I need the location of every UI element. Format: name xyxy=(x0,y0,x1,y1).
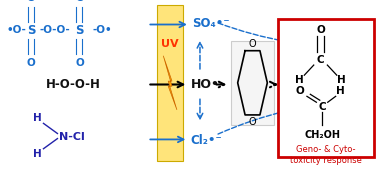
Text: C: C xyxy=(317,55,324,65)
Text: •O-: •O- xyxy=(7,25,27,35)
Bar xyxy=(231,41,274,125)
Bar xyxy=(157,5,183,161)
Text: H-O-O-H: H-O-O-H xyxy=(46,78,101,91)
Text: N-Cl: N-Cl xyxy=(59,132,84,142)
Bar xyxy=(278,19,374,157)
Text: O: O xyxy=(75,0,84,3)
Polygon shape xyxy=(163,56,177,110)
Text: CH₂OH: CH₂OH xyxy=(304,130,340,140)
Text: S: S xyxy=(27,24,36,37)
Text: UV: UV xyxy=(161,39,179,49)
Text: H: H xyxy=(33,149,42,159)
Text: O: O xyxy=(27,0,36,3)
Text: O: O xyxy=(75,57,84,68)
Text: O: O xyxy=(27,57,36,68)
Text: Geno- & Cyto-: Geno- & Cyto- xyxy=(296,145,356,154)
Text: H: H xyxy=(337,75,346,85)
Text: H: H xyxy=(33,113,42,123)
Text: Cl₂•⁻: Cl₂•⁻ xyxy=(191,134,222,147)
Text: S: S xyxy=(75,24,84,37)
Text: O: O xyxy=(316,25,325,35)
Text: O: O xyxy=(296,86,305,96)
Text: -O•: -O• xyxy=(93,25,112,35)
Text: SO₄•⁻: SO₄•⁻ xyxy=(192,17,229,30)
Text: H: H xyxy=(295,75,304,85)
Text: O: O xyxy=(249,117,256,127)
Text: H: H xyxy=(336,86,345,96)
Text: -O-O-: -O-O- xyxy=(39,25,70,35)
Text: C: C xyxy=(318,102,326,112)
Text: O: O xyxy=(249,39,256,49)
Text: toxicity response: toxicity response xyxy=(290,156,362,165)
Text: HO•: HO• xyxy=(191,78,219,91)
